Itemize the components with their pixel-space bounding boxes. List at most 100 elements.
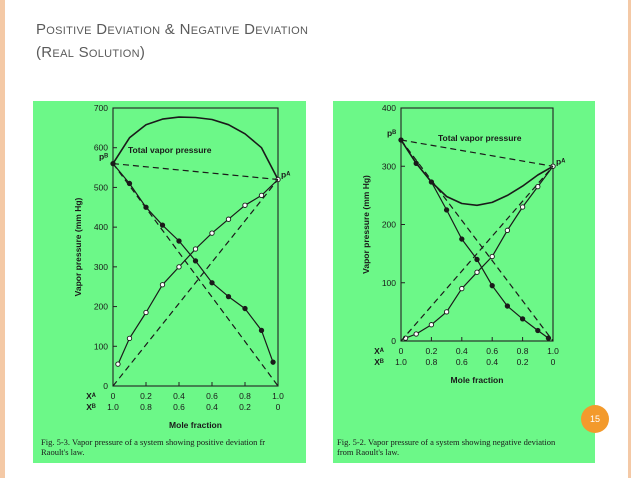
slide-title-line-1: Positive Deviation & Negative Deviation xyxy=(36,21,309,38)
negative-deviation-caption: Fig. 5-2. Vapor pressure of a system sho… xyxy=(337,437,593,457)
data-point xyxy=(428,322,435,328)
data-point xyxy=(126,335,133,341)
xa-tick-label: 1.0 xyxy=(547,346,559,356)
data-point xyxy=(519,316,526,322)
pb-label: pᴮ xyxy=(99,152,108,162)
data-point xyxy=(443,309,450,315)
y-tick-label: 500 xyxy=(94,182,108,192)
positive-deviation-caption: Fig. 5-3. Vapor pressure of a system sho… xyxy=(41,437,306,457)
y-tick-label: 600 xyxy=(94,143,108,153)
xb-axis-label: Xᴮ xyxy=(374,357,384,367)
x-axis-title: Mole fraction xyxy=(169,420,222,430)
x-axis-title: Mole fraction xyxy=(451,375,504,385)
caption-line-1: Fig. 5-2. Vapor pressure of a system sho… xyxy=(337,437,556,447)
xa-tick-label: 0.2 xyxy=(425,346,437,356)
xb-tick-label: 1.0 xyxy=(107,402,119,412)
caption-line-1: Fig. 5-3. Vapor pressure of a system sho… xyxy=(41,437,266,447)
data-point xyxy=(535,327,541,334)
left-accent-border xyxy=(0,0,5,478)
data-point xyxy=(209,230,215,236)
data-point xyxy=(209,280,215,286)
xb-tick-label: 0.4 xyxy=(206,402,218,412)
data-point xyxy=(489,253,495,260)
chart-title: Total vapor pressure xyxy=(438,133,522,143)
data-point xyxy=(159,282,166,288)
xa-axis-label: Xᴬ xyxy=(86,391,96,401)
right-accent-border xyxy=(628,0,631,478)
y-axis-title: Vapor pressure (mm Hg) xyxy=(361,175,371,274)
series-line-ideal-p-b xyxy=(400,139,554,342)
positive-deviation-figure: 0 100 200 300 400 500 600 700 0 1.0 0.2 0.8 0.4 0.6 0.… xyxy=(33,101,306,463)
positive-deviation-chart: 010020030040050060070001.00.20.80.40.60.… xyxy=(73,103,290,430)
data-point xyxy=(459,236,465,242)
data-point xyxy=(519,204,526,210)
data-point xyxy=(504,227,511,233)
data-point xyxy=(176,264,182,270)
data-point xyxy=(242,202,248,208)
data-point xyxy=(474,269,480,275)
y-tick-label: 200 xyxy=(94,302,108,312)
plot-frame xyxy=(112,107,279,387)
data-point xyxy=(225,293,232,300)
data-point xyxy=(115,361,121,367)
y-tick-label: 200 xyxy=(382,220,396,230)
xb-tick-label: 0.6 xyxy=(456,357,468,367)
xb-tick-label: 0.2 xyxy=(239,402,251,412)
data-point xyxy=(258,327,265,334)
xa-tick-label: 0.8 xyxy=(517,346,529,356)
xa-tick-label: 0.4 xyxy=(456,346,468,356)
data-point xyxy=(143,309,149,316)
series-line-total-vapor-pressure xyxy=(112,116,279,180)
y-tick-label: 400 xyxy=(94,222,108,232)
data-point xyxy=(504,303,511,309)
xb-tick-label: 0.2 xyxy=(517,357,529,367)
series-line-p-b xyxy=(400,139,549,339)
y-tick-label: 100 xyxy=(94,341,108,351)
y-tick-label: 100 xyxy=(382,278,396,288)
data-point xyxy=(545,335,552,341)
slide-title: Positive Deviation & Negative Deviation … xyxy=(36,18,596,64)
y-tick-label: 300 xyxy=(94,262,108,272)
y-tick-label: 300 xyxy=(382,161,396,171)
series-line-p-a xyxy=(117,179,279,365)
data-point xyxy=(443,207,450,213)
xa-tick-label: 1.0 xyxy=(272,391,284,401)
data-point xyxy=(474,256,480,263)
xa-tick-label: 0 xyxy=(399,346,404,356)
data-point xyxy=(242,305,248,312)
data-point xyxy=(413,160,419,166)
xa-tick-label: 0 xyxy=(111,391,116,401)
series-line-ideal-total xyxy=(400,139,554,167)
xb-tick-label: 0.8 xyxy=(140,402,152,412)
negative-deviation-chart: 010020030040001.00.20.80.40.60.60.40.80.… xyxy=(361,103,565,385)
data-point xyxy=(270,359,276,365)
series-line-p-b xyxy=(112,163,274,363)
data-point xyxy=(192,258,199,264)
data-point xyxy=(192,246,199,252)
data-point xyxy=(176,238,182,244)
chart-title: Total vapor pressure xyxy=(128,145,212,155)
y-tick-label: 400 xyxy=(382,103,396,113)
xb-tick-label: 0 xyxy=(276,402,281,412)
data-point xyxy=(225,216,232,222)
series-line-ideal-p-b xyxy=(112,163,279,387)
xb-tick-label: 0.4 xyxy=(486,357,498,367)
pb-label: pᴮ xyxy=(387,128,396,138)
xb-tick-label: 0.6 xyxy=(173,402,185,412)
data-point xyxy=(459,285,465,292)
y-tick-label: 700 xyxy=(94,103,108,113)
y-tick-label: 0 xyxy=(103,381,108,391)
xa-tick-label: 0.6 xyxy=(486,346,498,356)
series-line-ideal-total xyxy=(112,163,279,181)
series-line-ideal-p-a xyxy=(112,179,279,387)
xb-tick-label: 0.8 xyxy=(425,357,437,367)
xb-tick-label: 0 xyxy=(551,357,556,367)
xa-tick-label: 0.2 xyxy=(140,391,152,401)
data-point xyxy=(159,222,166,228)
xb-tick-label: 1.0 xyxy=(395,357,407,367)
pa-label: pᴬ xyxy=(556,156,565,166)
slide-title-line-2: (Real Solution) xyxy=(36,44,146,61)
negative-deviation-figure: 0 100 200 300 400 0 1.0 0.2 0.8 0.4 0.6 0.6 0.4 0.8 0.… xyxy=(333,101,595,463)
xa-tick-label: 0.6 xyxy=(206,391,218,401)
xa-tick-label: 0.4 xyxy=(173,391,185,401)
